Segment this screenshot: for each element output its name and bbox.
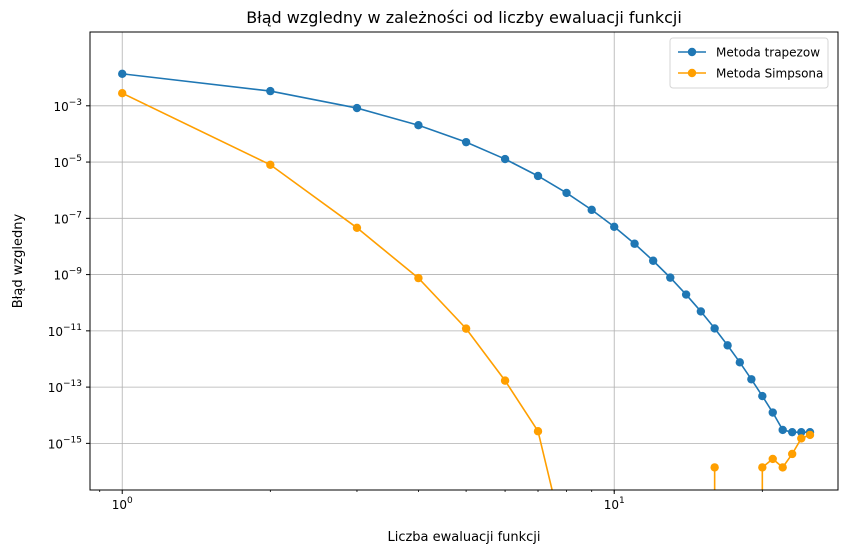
y-tick-label: 10−3 [53, 98, 82, 114]
series-2-point [768, 454, 777, 464]
series-1-point [562, 188, 571, 198]
series-2-point [805, 430, 815, 440]
series-2-point [414, 273, 423, 283]
series-line-1 [122, 73, 811, 433]
y-tick-label: 10−5 [53, 154, 82, 170]
legend-label: Metoda Simpsona [716, 67, 823, 81]
series-1-point [266, 86, 275, 96]
series-1-point [696, 307, 706, 316]
y-axis: 10−3 10−5 10−7 10−9 10−11 10−13 10−15 [48, 98, 90, 451]
series-2-point [710, 463, 719, 472]
legend-box [669, 37, 829, 89]
series-2-point [533, 427, 543, 436]
series-2-point [758, 463, 767, 472]
series-1-point [648, 256, 658, 265]
series-2-point [352, 223, 362, 233]
x-tick-label: 100 [112, 496, 133, 512]
series-1-point [747, 375, 756, 384]
x-axis: 100 101 [99, 490, 763, 512]
chart-title: Błąd wzgledny w zależności od liczby ewa… [246, 8, 682, 27]
series-2-point [787, 449, 797, 459]
series-1-point [758, 391, 767, 401]
series-1-point [533, 171, 543, 181]
series-2-point [778, 463, 787, 472]
series-1-point [710, 324, 719, 333]
series-2-point [118, 89, 127, 98]
x-tick-label: 101 [604, 496, 625, 512]
series-1-point [587, 205, 596, 215]
y-tick-label: 10−11 [48, 323, 82, 339]
series-1-point [797, 427, 806, 437]
y-tick-label: 10−7 [53, 210, 82, 226]
series-2-point [266, 160, 275, 169]
y-axis-label: Błąd wzgledny [11, 213, 26, 308]
series-1-point [787, 427, 797, 437]
series-1-point [630, 239, 639, 248]
y-tick-label: 10−15 [48, 435, 82, 451]
series-1-point [610, 222, 619, 231]
y-tick-label: 10−13 [48, 379, 82, 395]
series-1-point [352, 103, 362, 113]
y-tick-label: 10−9 [53, 267, 82, 283]
series-1-point [461, 137, 471, 147]
grid [90, 32, 838, 490]
x-axis-label: Liczba ewaluacji funkcji [387, 530, 540, 545]
legend: Metoda trapezow Metoda Simpsona [669, 37, 829, 89]
series-1-point [768, 408, 777, 417]
series-1-point [778, 425, 787, 435]
series-1-point [500, 154, 510, 164]
series-2-point [500, 376, 510, 385]
series-1-point [681, 290, 691, 299]
series-1-point [735, 358, 745, 367]
series-1-point [414, 121, 423, 130]
plot-frame [89, 31, 839, 491]
series-1-point [118, 69, 127, 79]
series-2-point [797, 434, 806, 443]
series-2-point [461, 324, 471, 333]
legend-label: Metoda trapezow [716, 46, 820, 60]
legend-swatch-marker [687, 68, 697, 78]
series-layer [118, 69, 815, 490]
legend-swatch-marker [687, 47, 697, 57]
series-1-point [666, 273, 675, 282]
series-1-point [723, 341, 732, 350]
